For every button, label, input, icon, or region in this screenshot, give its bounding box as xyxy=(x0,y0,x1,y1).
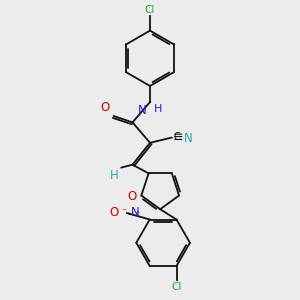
Text: H: H xyxy=(110,169,119,182)
Text: Cl: Cl xyxy=(171,282,182,292)
Text: O: O xyxy=(128,190,137,203)
Text: ⁻: ⁻ xyxy=(122,207,127,217)
Text: N: N xyxy=(184,132,193,145)
Text: N: N xyxy=(138,104,147,117)
Text: ⁺: ⁺ xyxy=(134,210,139,220)
Text: C: C xyxy=(173,132,180,142)
Text: Cl: Cl xyxy=(145,4,155,15)
Text: O: O xyxy=(101,101,110,114)
Text: O: O xyxy=(110,206,119,219)
Text: N: N xyxy=(131,206,140,219)
Text: H: H xyxy=(154,104,162,114)
Text: ≡: ≡ xyxy=(173,131,184,144)
